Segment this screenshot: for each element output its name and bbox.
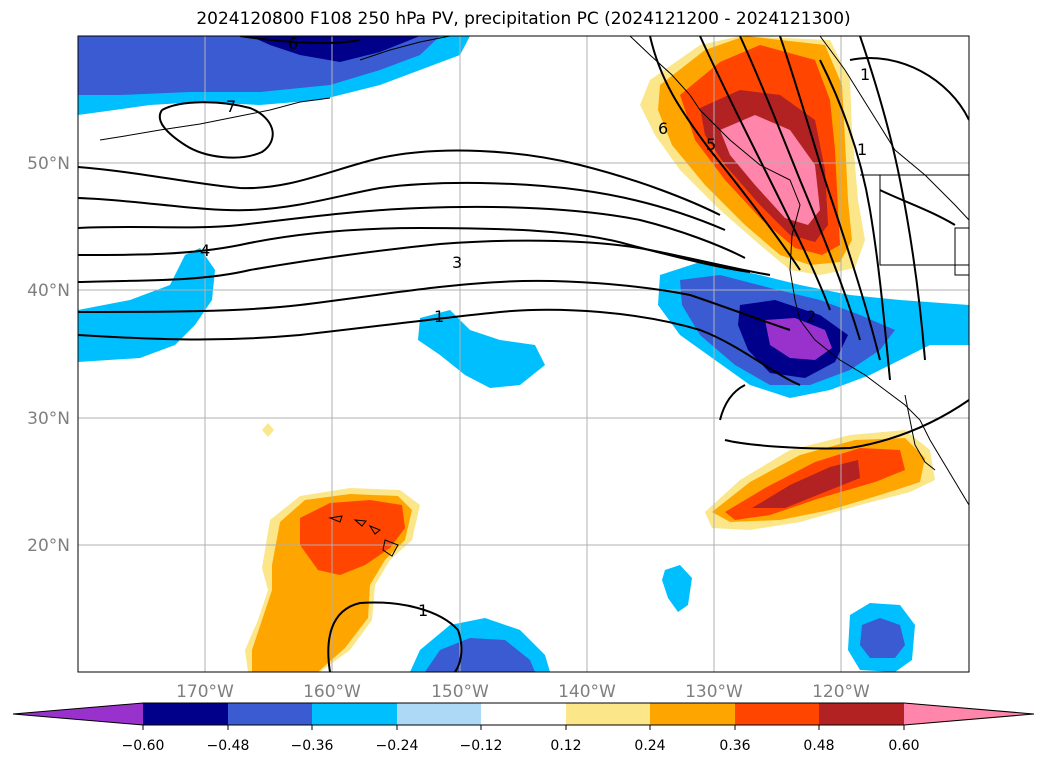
contour-label: 6 <box>288 34 298 53</box>
lon-label: 170°W <box>176 682 234 702</box>
colorbar-swatch <box>819 703 904 725</box>
colorbar-tick-label: 0.12 <box>550 738 581 754</box>
colorbar-swatch <box>397 703 481 725</box>
contour-label: 4 <box>200 241 210 260</box>
colorbar-swatch <box>228 703 312 725</box>
contour-label: 1 <box>860 65 870 84</box>
contour-label: 6 <box>658 119 668 138</box>
contour-label: 1 <box>857 140 867 159</box>
colorbar-swatch <box>143 703 228 725</box>
lat-label: 20°N <box>27 536 70 556</box>
lat-axis-labels: 50°N 40°N 30°N 20°N <box>27 154 70 556</box>
colorbar-tick-label: 0.48 <box>803 738 834 754</box>
lon-label: 130°W <box>685 682 743 702</box>
lon-label: 120°W <box>812 682 870 702</box>
neg-region-central <box>418 310 545 388</box>
colorbar-swatch <box>566 703 650 725</box>
colorbar-tick-label: −0.12 <box>460 738 503 754</box>
lon-label: 150°W <box>431 682 489 702</box>
colorbar: −0.60 −0.48 −0.36 −0.24 −0.12 0.12 0.24 … <box>12 702 1035 754</box>
contour-label: 5 <box>706 135 716 154</box>
lat-label: 30°N <box>27 409 70 429</box>
neg-region-west <box>78 248 215 362</box>
colorbar-swatch <box>735 703 819 725</box>
hawaii-islands <box>328 515 399 557</box>
contour-label: 2 <box>806 307 816 326</box>
colorbar-tick-label: 0.60 <box>888 738 919 754</box>
colorbar-tick-label: −0.24 <box>376 738 419 754</box>
colorbar-tick-labels: −0.60 −0.48 −0.36 −0.24 −0.12 0.12 0.24 … <box>122 738 920 754</box>
pv-contours <box>78 36 969 672</box>
lat-label: 40°N <box>27 281 70 301</box>
contour-label: 7 <box>226 97 236 116</box>
colorbar-tick-label: −0.60 <box>122 738 165 754</box>
colorbar-tick-label: −0.36 <box>291 738 334 754</box>
map-title: 2024120800 F108 250 hPa PV, precipitatio… <box>196 9 851 29</box>
coastlines <box>99 36 969 506</box>
lon-axis-labels: 170°W 160°W 150°W 140°W 130°W 120°W <box>176 682 870 702</box>
contour-label: 3 <box>452 253 462 272</box>
map-panel: 6 7 1 4 3 1 6 5 1 1 2 <box>77 34 970 673</box>
lon-label: 160°W <box>303 682 361 702</box>
colorbar-swatch <box>650 703 735 725</box>
colorbar-tick-label: −0.48 <box>207 738 250 754</box>
colorbar-swatch <box>481 703 566 725</box>
colorbar-extend-left <box>13 703 143 725</box>
contour-label: 1 <box>418 601 428 620</box>
colorbar-tick-label: 0.36 <box>719 738 750 754</box>
lon-label: 140°W <box>558 682 616 702</box>
colorbar-extend-right <box>904 703 1034 725</box>
colorbar-swatch <box>312 703 397 725</box>
contour-label-group: 6 7 1 4 3 1 6 5 1 1 2 <box>200 34 870 620</box>
colorbar-tick-label: 0.24 <box>634 738 665 754</box>
lat-label: 50°N <box>27 154 70 174</box>
contour-label: 1 <box>434 307 444 326</box>
map-frame <box>77 35 970 673</box>
